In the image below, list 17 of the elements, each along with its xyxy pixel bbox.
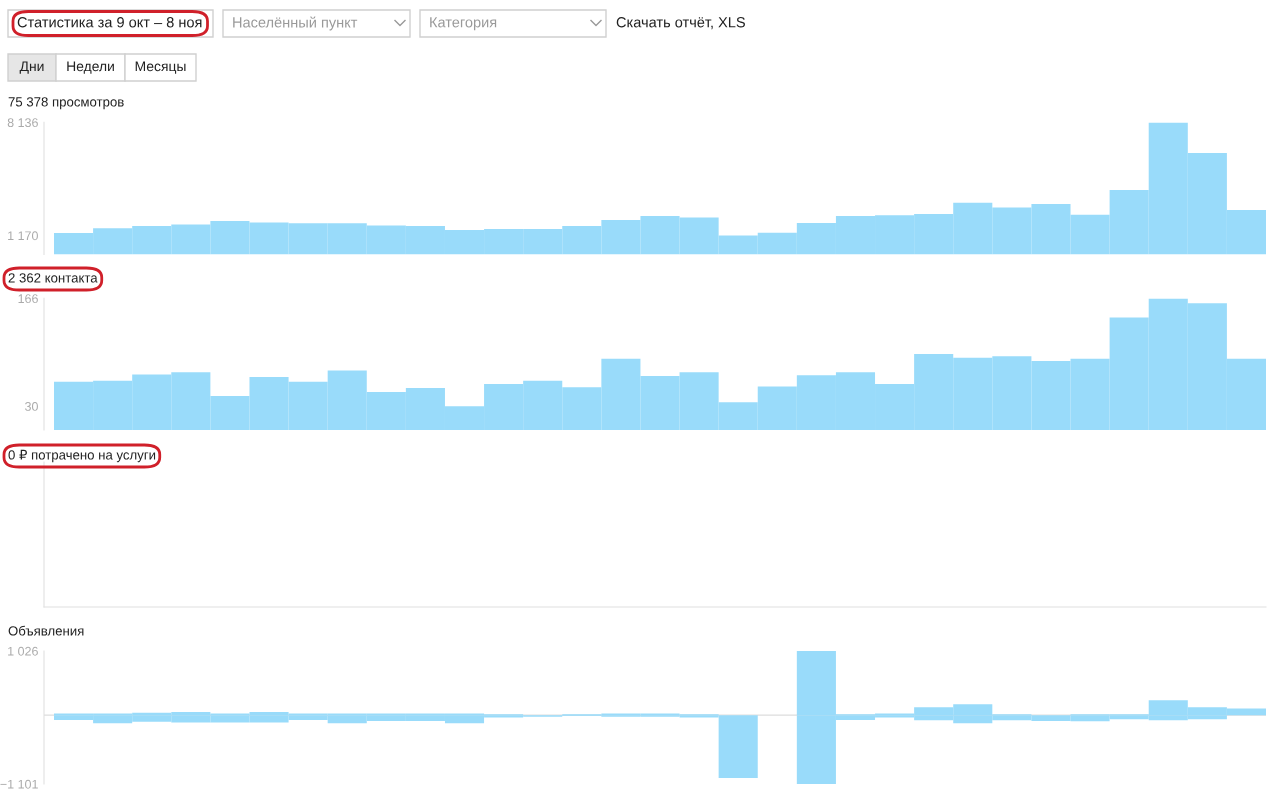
chart-title: 75 378 просмотров xyxy=(8,97,124,110)
y-tick-label: 30 xyxy=(25,402,38,411)
y-tick-label: 8 136 xyxy=(7,118,38,128)
y-tick-label: 1 170 xyxy=(8,231,38,241)
text: Скачать отчёт, XLS xyxy=(616,17,745,30)
text: Населённый пункт xyxy=(233,16,358,31)
text: 0 ₽ потрачено на услуги xyxy=(8,449,156,463)
y-tick-label: −1 101 xyxy=(0,779,38,789)
text: Недели xyxy=(67,61,114,74)
text: Дни xyxy=(19,61,44,74)
text: Месяцы xyxy=(135,61,186,74)
chart-title: 2 362 контакта xyxy=(8,273,98,283)
chart-title: Объявления xyxy=(8,625,84,636)
text: Категория xyxy=(430,17,497,31)
y-tick-label: 166 xyxy=(18,294,38,304)
y-tick-label: 1 026 xyxy=(8,646,38,656)
text: Статистика за 9 окт – 8 ноя xyxy=(17,17,202,28)
